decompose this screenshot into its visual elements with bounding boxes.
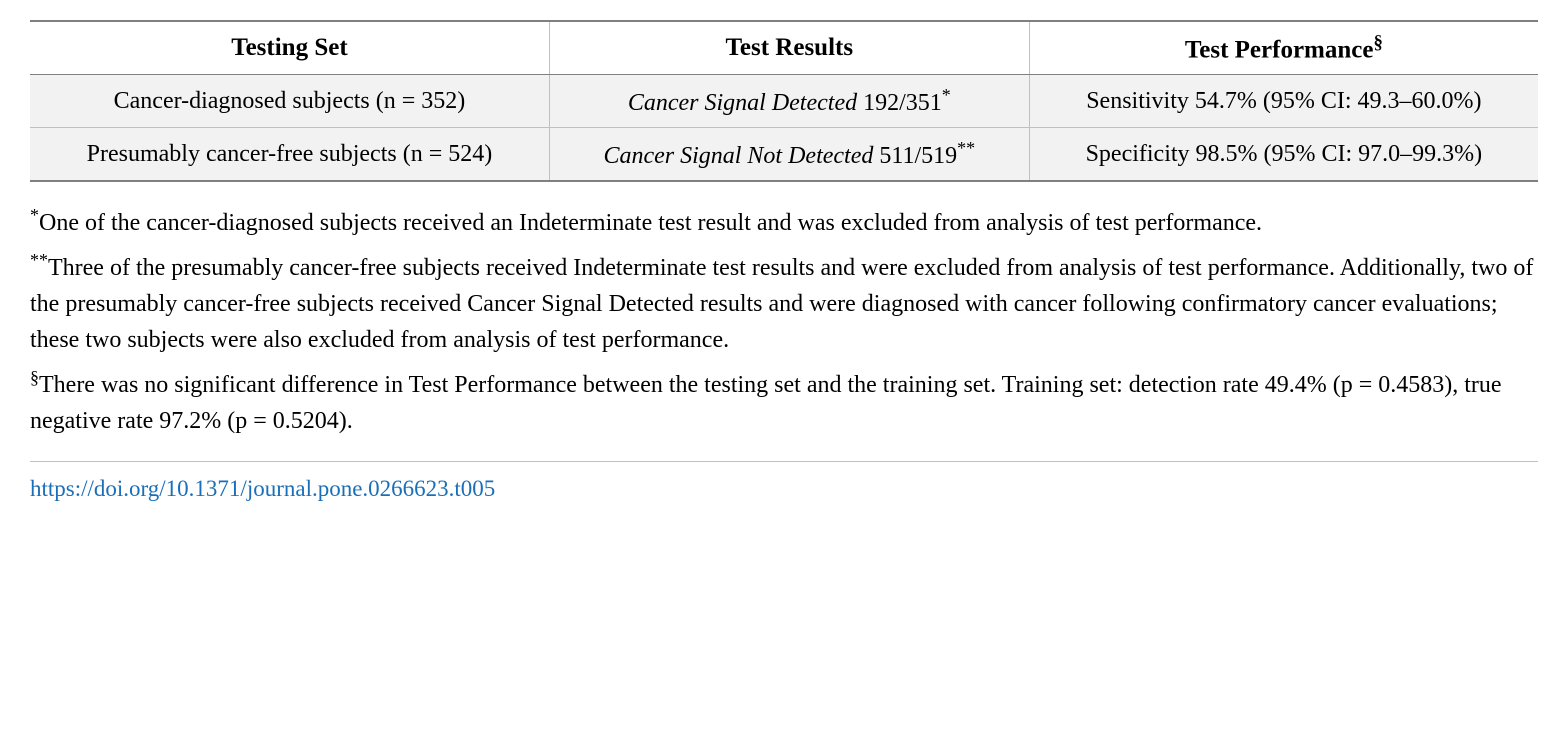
fn2-marker: ** <box>30 250 48 270</box>
result-italic-0: Cancer Signal Detected <box>628 90 857 116</box>
result-value-0: 192/351 <box>857 90 942 116</box>
result-marker-0: * <box>942 85 951 105</box>
footnote-3: §There was no significant difference in … <box>30 364 1538 439</box>
table-row: Presumably cancer-free subjects (n = 524… <box>30 128 1538 182</box>
cell-performance-1: Specificity 98.5% (95% CI: 97.0–99.3%) <box>1029 128 1538 182</box>
results-table: Testing Set Test Results Test Performanc… <box>30 20 1538 182</box>
header-testing-set: Testing Set <box>30 21 549 75</box>
table-row: Cancer-diagnosed subjects (n = 352) Canc… <box>30 75 1538 128</box>
result-italic-1: Cancer Signal Not Detected <box>603 143 873 169</box>
fn1-text: One of the cancer-diagnosed subjects rec… <box>39 210 1262 236</box>
header-test-performance: Test Performance§ <box>1029 21 1538 75</box>
doi-link[interactable]: https://doi.org/10.1371/journal.pone.026… <box>30 476 495 501</box>
cell-testing-set-0: Cancer-diagnosed subjects (n = 352) <box>30 75 549 128</box>
fn3-marker: § <box>30 367 39 387</box>
footnote-1: *One of the cancer-diagnosed subjects re… <box>30 202 1538 241</box>
footnote-2: **Three of the presumably cancer-free su… <box>30 247 1538 358</box>
table-header-row: Testing Set Test Results Test Performanc… <box>30 21 1538 75</box>
result-value-1: 511/519 <box>873 143 957 169</box>
fn2-text: Three of the presumably cancer-free subj… <box>30 255 1533 353</box>
header-perf-marker: § <box>1373 32 1382 53</box>
cell-testing-set-1: Presumably cancer-free subjects (n = 524… <box>30 128 549 182</box>
cell-performance-0: Sensitivity 54.7% (95% CI: 49.3–60.0%) <box>1029 75 1538 128</box>
result-marker-1: ** <box>957 138 975 158</box>
fn3-text: There was no significant difference in T… <box>30 372 1502 434</box>
footnotes: *One of the cancer-diagnosed subjects re… <box>30 202 1538 462</box>
table-container: Testing Set Test Results Test Performanc… <box>30 20 1538 503</box>
cell-result-1: Cancer Signal Not Detected 511/519** <box>549 128 1029 182</box>
fn1-marker: * <box>30 205 39 225</box>
header-test-results: Test Results <box>549 21 1029 75</box>
header-perf-text: Test Performance <box>1185 36 1374 63</box>
cell-result-0: Cancer Signal Detected 192/351* <box>549 75 1029 128</box>
